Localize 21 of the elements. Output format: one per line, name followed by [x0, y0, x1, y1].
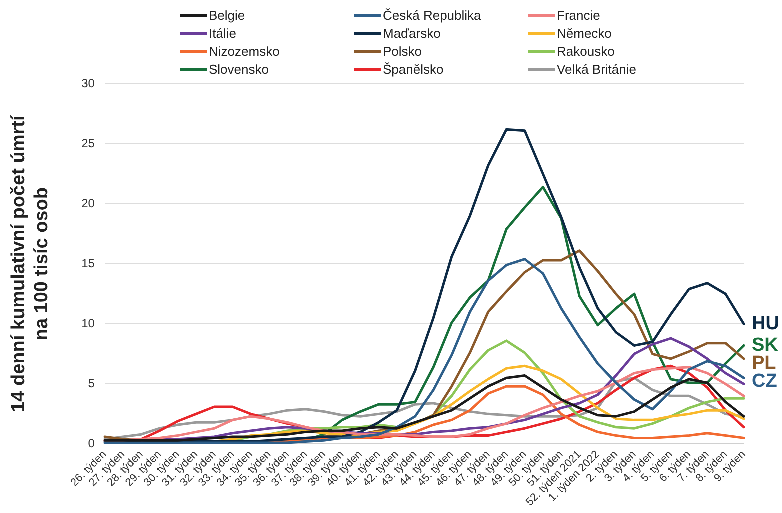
- legend-label: Německo: [557, 26, 612, 40]
- legend-label: Velká Británie: [557, 62, 636, 76]
- legend-label: Česká Republika: [383, 8, 482, 22]
- y-tick-label: 5: [88, 376, 96, 390]
- annotation: HU: [752, 313, 780, 334]
- legend-label: Španělsko: [383, 62, 444, 76]
- y-tick-label: 20: [82, 196, 96, 210]
- y-tick-label: 15: [82, 256, 96, 270]
- legend-label: Itálie: [209, 26, 236, 40]
- y-tick-label: 10: [82, 316, 96, 330]
- legend-label: Francie: [557, 8, 600, 22]
- legend-label: Belgie: [209, 8, 246, 22]
- legend-label: Polsko: [383, 44, 422, 58]
- y-tick-label: 30: [82, 76, 96, 90]
- y-axis-title: 14 denní kumulativní počet úmrtí na 100 tisíc osob: [8, 115, 52, 412]
- y-tick-label: 25: [82, 136, 96, 150]
- legend-label: Rakousko: [557, 44, 615, 58]
- legend-label: Maďarsko: [383, 26, 441, 40]
- legend-label: Nizozemsko: [209, 44, 280, 58]
- legend-label: Slovensko: [209, 62, 269, 76]
- y-tick-label: 0: [88, 436, 96, 451]
